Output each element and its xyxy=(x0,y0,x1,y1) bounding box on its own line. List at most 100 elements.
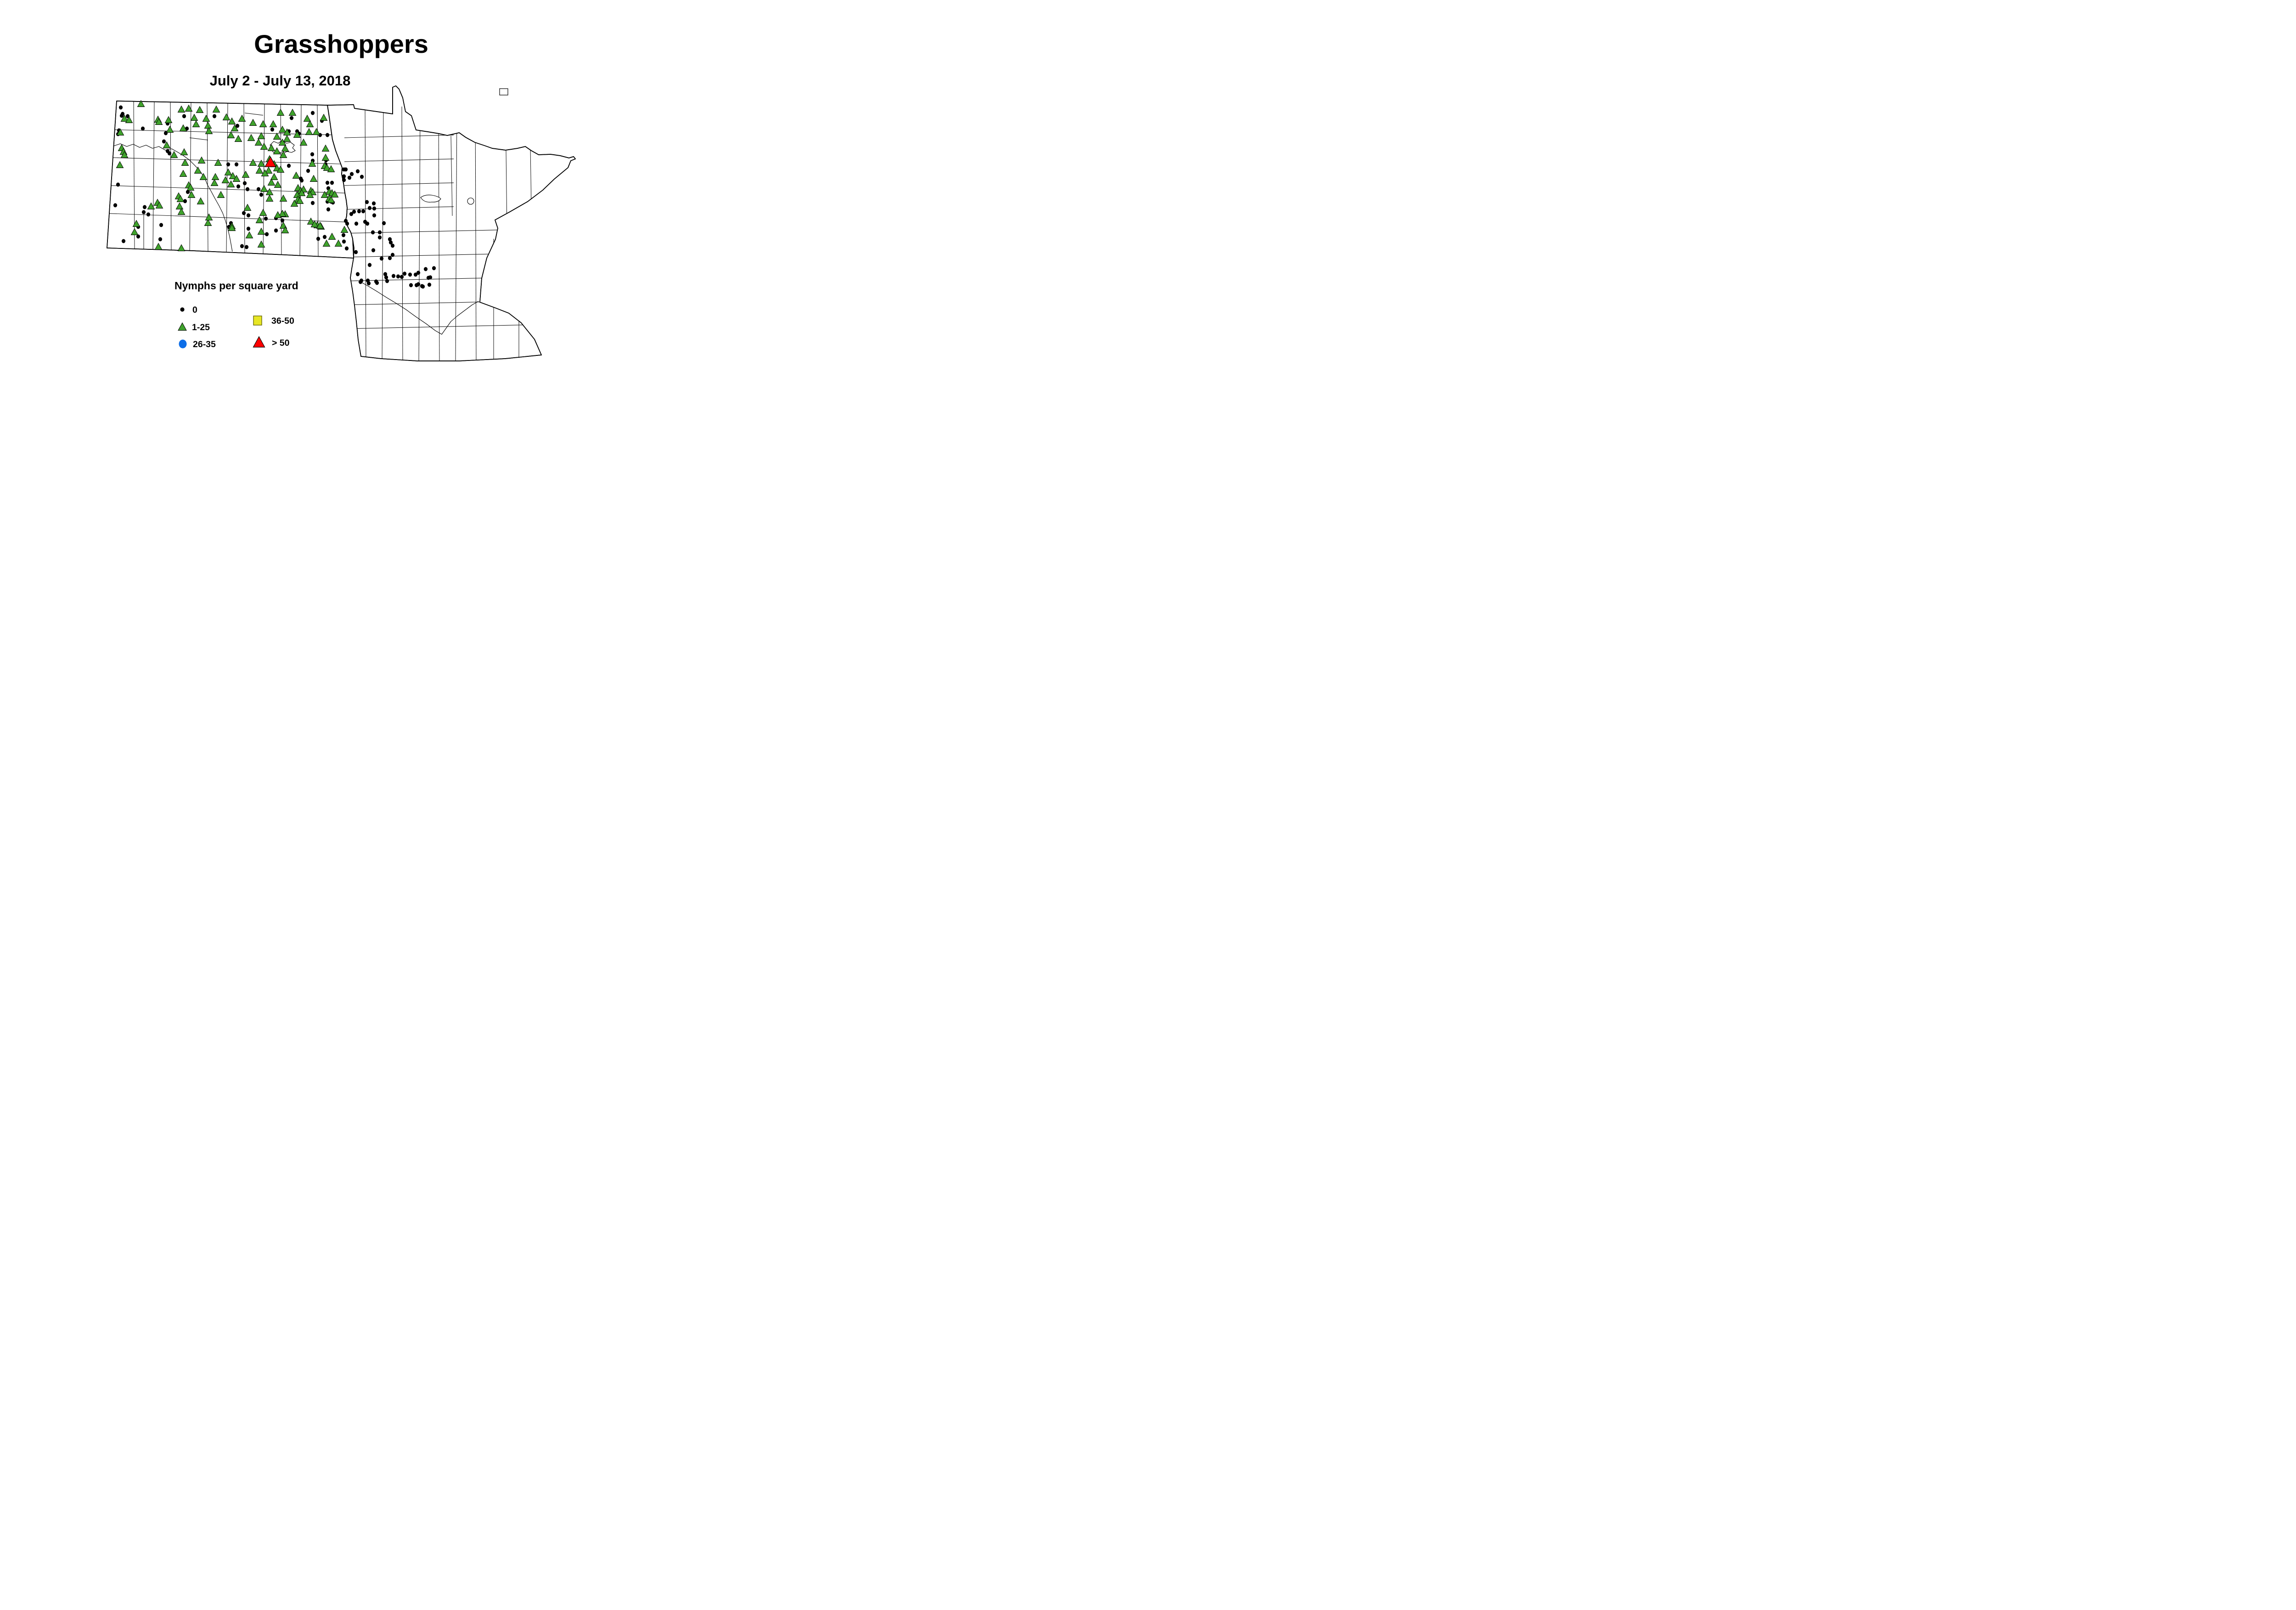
missouri-river xyxy=(113,143,233,252)
survey-triangle-marker xyxy=(197,156,206,163)
state-border-strokes xyxy=(107,85,576,361)
survey-triangle-marker xyxy=(267,144,276,151)
survey-triangle-marker xyxy=(217,191,225,198)
mille-lacs-lake xyxy=(467,197,474,205)
survey-dot-marker xyxy=(256,187,261,191)
survey-dot-marker xyxy=(377,230,382,235)
legend-title: Nymphs per square yard xyxy=(174,280,298,292)
survey-dot-marker xyxy=(355,272,360,276)
survey-dot-marker xyxy=(245,187,250,191)
mn-county-line-v xyxy=(475,106,477,361)
survey-triangle-marker xyxy=(175,202,184,209)
survey-triangle-marker xyxy=(170,151,178,158)
survey-triangle-marker xyxy=(228,117,236,124)
survey-dot-marker xyxy=(367,206,372,210)
survey-triangle-marker xyxy=(322,239,331,247)
survey-dot-marker xyxy=(341,233,346,237)
survey-dot-marker xyxy=(325,133,330,137)
mn-county-line-v xyxy=(401,106,403,361)
survey-dot-marker xyxy=(344,246,349,251)
survey-triangle-marker xyxy=(249,158,257,166)
survey-dot-marker xyxy=(388,237,392,242)
survey-triangle-marker xyxy=(130,228,139,235)
survey-triangle-marker xyxy=(274,180,282,188)
survey-triangle-marker xyxy=(202,114,210,122)
survey-dot-marker xyxy=(357,209,361,214)
survey-dot-marker xyxy=(142,205,147,209)
survey-triangle-marker xyxy=(229,172,237,179)
survey-triangle-marker xyxy=(321,144,330,152)
survey-triangle-marker xyxy=(278,209,287,217)
survey-dot-marker xyxy=(136,234,141,239)
survey-dot-marker xyxy=(416,270,421,275)
survey-dot-marker xyxy=(347,175,352,180)
survey-triangle-marker xyxy=(210,179,219,186)
survey-triangle-marker xyxy=(249,118,257,126)
survey-triangle-marker xyxy=(147,202,155,209)
survey-dot-marker xyxy=(119,113,124,118)
survey-triangle-marker xyxy=(312,128,321,135)
survey-triangle-marker xyxy=(205,213,213,220)
survey-dot-marker xyxy=(377,235,382,240)
grasshopper-survey-map-page: Grasshoppers July 2 - July 13, 2018 Nymp… xyxy=(0,0,719,378)
survey-dot-marker xyxy=(388,256,392,260)
mn-county-line-v xyxy=(455,106,457,361)
survey-dot-marker xyxy=(274,228,278,233)
survey-dot-marker xyxy=(432,266,436,270)
survey-dot-marker xyxy=(371,230,375,235)
survey-triangle-marker xyxy=(120,151,129,158)
legend-item-3650: 36-50 xyxy=(253,315,294,326)
nd-county-line-v xyxy=(243,103,245,254)
survey-triangle-marker xyxy=(180,148,188,155)
survey-triangle-marker xyxy=(222,113,231,120)
survey-triangle-marker xyxy=(257,227,265,235)
survey-dot-marker xyxy=(365,200,369,204)
survey-triangle-marker xyxy=(279,194,287,202)
survey-dot-marker xyxy=(167,151,172,156)
survey-dot-marker xyxy=(366,278,370,283)
survey-triangle-marker xyxy=(296,197,304,204)
minnesota-river xyxy=(359,281,479,335)
survey-dot-marker xyxy=(330,180,334,185)
survey-dot-marker xyxy=(325,180,330,185)
survey-triangle-marker xyxy=(305,128,313,135)
mn-county-line-h xyxy=(344,135,454,138)
survey-dot-marker xyxy=(365,221,370,226)
survey-red-triangle-marker xyxy=(264,156,276,167)
survey-dot-marker xyxy=(118,105,123,110)
survey-triangle-marker xyxy=(257,159,265,167)
survey-dot-marker xyxy=(244,245,249,249)
legend-item-label: 36-50 xyxy=(271,316,294,326)
mn-county-line-v xyxy=(382,106,384,361)
survey-triangle-marker xyxy=(243,203,252,211)
survey-triangle-marker xyxy=(177,105,186,113)
survey-dot-marker xyxy=(310,111,315,115)
survey-dot-marker xyxy=(270,127,275,132)
survey-triangle-marker xyxy=(281,144,289,152)
survey-triangle-marker xyxy=(242,170,250,178)
survey-dot-marker xyxy=(396,274,400,279)
survey-triangle-marker xyxy=(257,132,265,139)
survey-triangle-marker xyxy=(137,100,145,107)
legend-square-icon xyxy=(253,315,262,326)
survey-dot-marker xyxy=(113,203,118,208)
legend-circle-icon xyxy=(179,339,187,349)
legend-item-label: > 50 xyxy=(272,338,290,348)
survey-dot-marker xyxy=(342,178,346,182)
mn-county-line-h xyxy=(344,206,454,210)
survey-triangle-marker xyxy=(307,217,315,225)
survey-triangle-marker xyxy=(281,226,289,233)
survey-triangle-marker xyxy=(321,153,330,161)
survey-triangle-marker xyxy=(164,116,173,123)
survey-dot-marker xyxy=(360,175,364,179)
survey-triangle-marker xyxy=(308,159,316,167)
survey-dot-marker xyxy=(259,192,264,197)
survey-triangle-marker xyxy=(265,194,274,202)
survey-dot-marker xyxy=(409,283,413,287)
survey-dot-marker xyxy=(371,248,376,253)
survey-dot-marker xyxy=(352,209,356,214)
survey-triangle-marker xyxy=(306,191,314,198)
survey-triangle-marker xyxy=(228,224,236,231)
survey-triangle-marker xyxy=(279,151,287,158)
survey-triangle-marker xyxy=(259,120,267,127)
